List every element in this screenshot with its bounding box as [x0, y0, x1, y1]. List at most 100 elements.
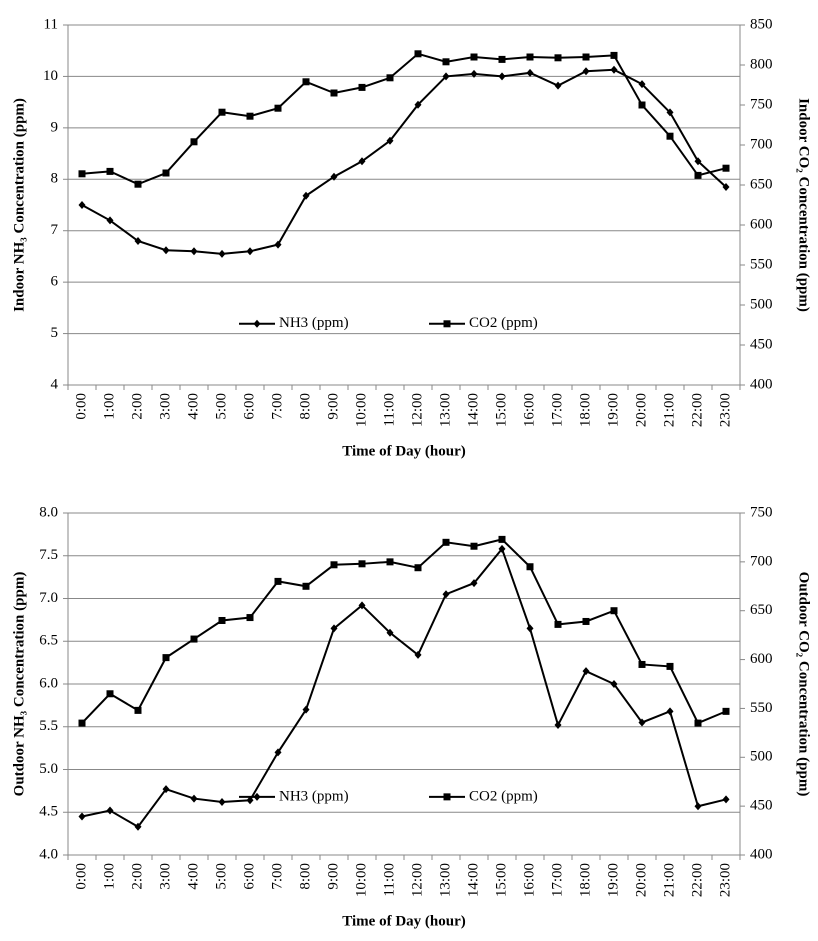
x-tick-label: 14:00 — [465, 863, 481, 897]
x-tick-label: 17:00 — [549, 393, 565, 427]
marker — [358, 157, 366, 166]
x-tick-label: 19:00 — [605, 393, 621, 427]
x-tick-label: 15:00 — [493, 393, 509, 427]
y2-tick-label: 500 — [750, 749, 773, 765]
marker — [330, 624, 338, 633]
marker — [162, 169, 170, 177]
marker — [274, 577, 282, 585]
x-tick-label: 12:00 — [409, 393, 425, 427]
y-tick-label: 9 — [51, 119, 59, 135]
y2-tick-label: 850 — [750, 16, 773, 32]
marker — [414, 564, 422, 572]
x-tick-label: 4:00 — [185, 393, 201, 420]
marker — [722, 707, 730, 715]
x-tick-label: 22:00 — [689, 863, 705, 897]
x-tick-label: 20:00 — [633, 863, 649, 897]
x-tick-label: 2:00 — [129, 393, 145, 420]
data-line — [81, 52, 727, 186]
marker — [694, 157, 702, 166]
y2-tick-label: 400 — [750, 846, 773, 862]
marker — [470, 542, 478, 550]
legend-label: NH3 (ppm) — [279, 788, 349, 804]
x-tick-label: 3:00 — [157, 863, 173, 890]
marker — [443, 320, 451, 328]
y-tick-label: 5.0 — [39, 761, 58, 777]
marker — [302, 191, 310, 200]
marker — [610, 607, 618, 615]
marker — [722, 795, 730, 804]
marker — [134, 180, 142, 188]
marker — [386, 628, 394, 637]
marker — [694, 802, 702, 811]
x-tick-label: 23:00 — [717, 863, 733, 897]
marker — [582, 667, 590, 676]
y-tick-label: 6 — [51, 274, 59, 290]
marker — [274, 104, 282, 112]
x-tick-label: 15:00 — [493, 863, 509, 897]
x-tick-label: 12:00 — [409, 863, 425, 897]
marker — [253, 792, 261, 801]
marker — [386, 558, 394, 566]
x-tick-label: 16:00 — [521, 863, 537, 897]
marker — [498, 55, 506, 63]
y-tick-label: 4.5 — [39, 804, 58, 820]
data-line — [81, 538, 727, 725]
marker — [470, 69, 478, 78]
y-tick-label: 10 — [43, 68, 58, 84]
legend-label: CO2 (ppm) — [469, 315, 538, 331]
marker — [638, 660, 646, 668]
y-tick-label: 8.0 — [39, 504, 58, 520]
marker — [134, 706, 142, 714]
marker — [274, 240, 282, 249]
chart: 4 5 6 7 8 9 10 11 400 450 500 550 600 650 700 750 800 850… — [11, 16, 811, 459]
x-tick-label: 6:00 — [241, 863, 257, 890]
marker — [666, 132, 674, 140]
marker — [666, 707, 674, 716]
marker — [582, 67, 590, 76]
y2-tick-label: 650 — [750, 602, 773, 618]
x-tick-label: 6:00 — [241, 393, 257, 420]
y2-tick-label: 750 — [750, 504, 773, 520]
marker — [134, 822, 142, 831]
marker — [442, 72, 450, 81]
x-tick-label: 7:00 — [269, 863, 285, 890]
x-tick-label: 1:00 — [101, 393, 117, 420]
marker — [78, 812, 86, 821]
x-tick-label: 17:00 — [549, 863, 565, 897]
x-tick-label: 7:00 — [269, 393, 285, 420]
marker — [666, 662, 674, 670]
x-tick-label: 16:00 — [521, 393, 537, 427]
marker — [358, 601, 366, 610]
x-tick-label: 19:00 — [605, 863, 621, 897]
marker — [358, 560, 366, 568]
x-tick-label: 11:00 — [381, 393, 397, 427]
marker — [330, 89, 338, 97]
x-tick-label: 1:00 — [101, 863, 117, 890]
x-tick-label: 14:00 — [465, 393, 481, 427]
y-tick-label: 6.0 — [39, 675, 58, 691]
x-tick-label: 4:00 — [185, 863, 201, 890]
marker — [218, 616, 226, 624]
marker — [358, 83, 366, 91]
marker — [442, 58, 450, 66]
marker — [414, 50, 422, 58]
marker — [218, 108, 226, 116]
x-tick-label: 21:00 — [661, 863, 677, 897]
x-tick-label: 10:00 — [353, 393, 369, 427]
x-tick-label: 3:00 — [157, 393, 173, 420]
y2-tick-label: 800 — [750, 56, 773, 72]
marker — [386, 136, 394, 145]
marker — [470, 53, 478, 61]
marker — [190, 247, 198, 256]
marker — [554, 54, 562, 62]
marker — [526, 53, 534, 61]
y2-tick-label: 600 — [750, 651, 773, 667]
marker — [694, 719, 702, 727]
marker — [442, 590, 450, 599]
y2-tick-label: 650 — [750, 176, 773, 192]
y-axis-title: Outdoor NH₃ Concentration (ppm) — [11, 572, 27, 797]
marker — [302, 705, 310, 714]
y-tick-label: 7.5 — [39, 547, 58, 563]
legend-label: NH3 (ppm) — [279, 315, 349, 331]
y-tick-label: 7 — [51, 222, 59, 238]
